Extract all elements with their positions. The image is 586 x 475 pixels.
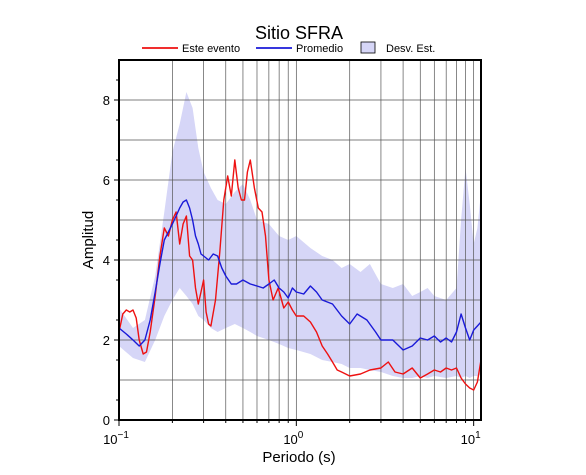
legend-swatch — [360, 41, 376, 54]
y-tick-label: 8 — [103, 93, 110, 108]
x-tick-label: 100 — [283, 430, 303, 447]
legend-label: Promedio — [296, 43, 343, 55]
y-tick-label: 6 — [103, 173, 110, 188]
legend-item-este-evento: Este evento — [142, 43, 240, 55]
chart-title: Sitio SFRA — [255, 23, 343, 43]
chart-legend: Este evento Promedio Desv. Est. — [142, 41, 435, 55]
std-dev-band — [119, 92, 481, 378]
legend-label: Este evento — [182, 43, 240, 55]
legend-item-desv-est-: Desv. Est. — [360, 41, 435, 55]
y-axis-label: Amplitud — [80, 211, 97, 269]
legend-item-promedio: Promedio — [256, 43, 343, 55]
y-tick-label: 0 — [103, 413, 110, 428]
x-axis-label: Periodo (s) — [262, 449, 335, 466]
x-tick-label: 10−1 — [103, 430, 129, 447]
series-line-este-evento — [119, 159, 481, 391]
series-line-promedio — [119, 199, 481, 351]
x-tick-label: 101 — [461, 430, 481, 447]
plot-area: 0 2 4 6 8 10−1 100 101 — [103, 59, 482, 447]
y-tick-label: 2 — [103, 333, 110, 348]
y-tick-label: 4 — [103, 253, 110, 268]
legend-label: Desv. Est. — [386, 43, 435, 55]
